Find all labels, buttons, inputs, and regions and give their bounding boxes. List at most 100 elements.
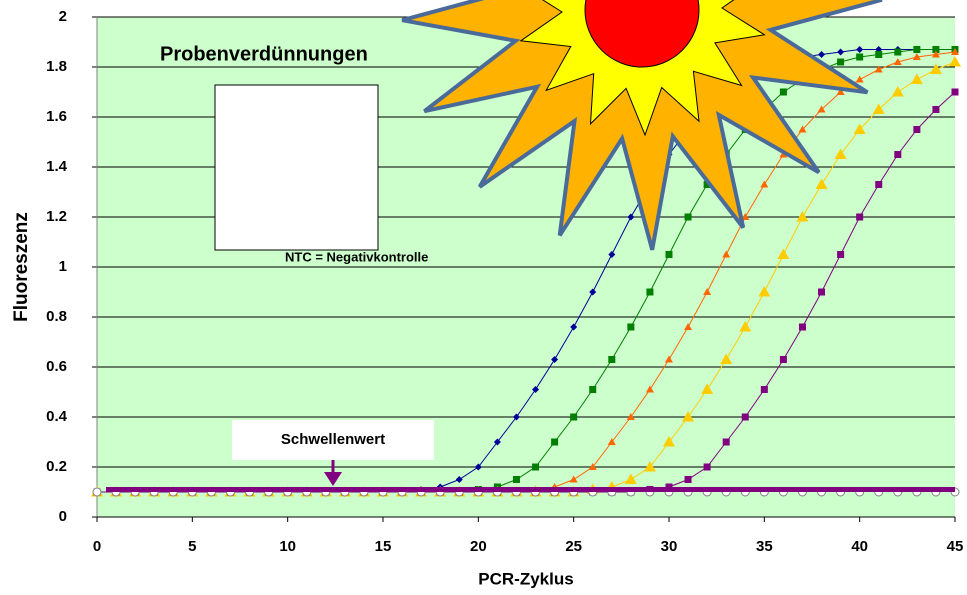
sun-clipart [401, 0, 883, 251]
marker [796, 211, 809, 222]
y-tick-label: 0.6 [46, 358, 67, 375]
marker [932, 46, 940, 53]
y-tick-label: 1.2 [46, 208, 67, 225]
marker [532, 386, 540, 393]
marker [703, 288, 712, 295]
x-tick-label: 15 [375, 538, 392, 555]
marker [624, 473, 637, 484]
marker [455, 476, 463, 483]
marker [703, 463, 711, 471]
x-tick-label: 45 [947, 538, 964, 555]
marker [722, 438, 730, 446]
marker [777, 248, 790, 259]
marker [720, 353, 733, 364]
marker [665, 355, 673, 363]
marker [532, 463, 540, 471]
marker [627, 213, 635, 221]
x-tick-label: 0 [93, 538, 101, 555]
marker [913, 46, 921, 53]
marker [760, 180, 769, 188]
marker [951, 48, 959, 55]
marker [910, 73, 923, 84]
marker [951, 88, 959, 96]
marker [703, 181, 711, 188]
note: NTC = Negativkontrolle [285, 249, 428, 264]
marker [894, 48, 902, 56]
marker [856, 53, 864, 61]
marker [607, 438, 616, 445]
marker [818, 51, 826, 58]
sun-inner [519, 0, 766, 137]
x-tick-label: 10 [279, 538, 296, 555]
marker [798, 125, 807, 133]
marker [779, 88, 787, 96]
y-tick-label: 0.2 [46, 458, 67, 475]
marker [665, 251, 673, 258]
annotation-box [232, 420, 434, 460]
y-tick-label: 1 [59, 258, 67, 275]
y-tick-label: 2 [59, 8, 67, 25]
marker [643, 461, 656, 472]
marker [741, 213, 750, 220]
y-tick-label: 1.8 [46, 58, 67, 75]
chart-title: Probenverdünnungen [160, 43, 368, 65]
marker [760, 386, 768, 393]
y-tick-label: 0.4 [46, 408, 68, 425]
marker [684, 476, 692, 483]
x-tick-label: 5 [188, 538, 196, 555]
marker [929, 63, 942, 74]
marker [875, 181, 883, 188]
marker [818, 288, 826, 296]
marker [684, 323, 693, 330]
x-tick-label: 25 [565, 538, 582, 555]
y-tick-label: 0.8 [46, 308, 67, 325]
y-tick-label: 0 [59, 508, 67, 525]
marker [551, 438, 559, 446]
marker [894, 151, 902, 158]
marker [608, 356, 616, 363]
marker [570, 413, 578, 421]
marker [856, 213, 864, 221]
marker [474, 463, 482, 471]
marker [837, 48, 845, 56]
marker [551, 356, 559, 363]
x-axis-title: PCR-Zyklus [478, 569, 573, 588]
marker [645, 385, 654, 393]
marker [570, 323, 578, 331]
marker [588, 463, 597, 470]
marker [949, 56, 961, 67]
legend-box [214, 84, 379, 251]
marker [493, 438, 501, 446]
marker [627, 323, 635, 331]
marker [931, 50, 940, 58]
marker [817, 105, 826, 113]
x-tick-label: 35 [756, 538, 773, 555]
marker [739, 321, 752, 332]
y-tick-label: 1.4 [46, 158, 68, 175]
marker [912, 53, 921, 60]
marker [512, 413, 520, 421]
marker [646, 288, 654, 296]
marker [837, 58, 845, 66]
x-tick-label: 30 [661, 538, 678, 555]
marker [836, 88, 845, 95]
marker [722, 250, 731, 258]
x-tick-label: 40 [851, 538, 868, 555]
marker [608, 251, 616, 258]
marker [626, 413, 635, 420]
marker [875, 51, 883, 58]
marker [913, 126, 921, 133]
marker [779, 356, 787, 363]
marker [893, 58, 902, 65]
marker [834, 148, 847, 159]
marker [684, 213, 692, 221]
marker [874, 65, 883, 73]
marker [932, 106, 940, 113]
y-tick-label: 1.6 [46, 108, 67, 125]
marker [853, 123, 866, 134]
marker [891, 86, 904, 97]
marker [589, 288, 597, 296]
marker [856, 46, 864, 53]
arrow-head [324, 472, 342, 486]
